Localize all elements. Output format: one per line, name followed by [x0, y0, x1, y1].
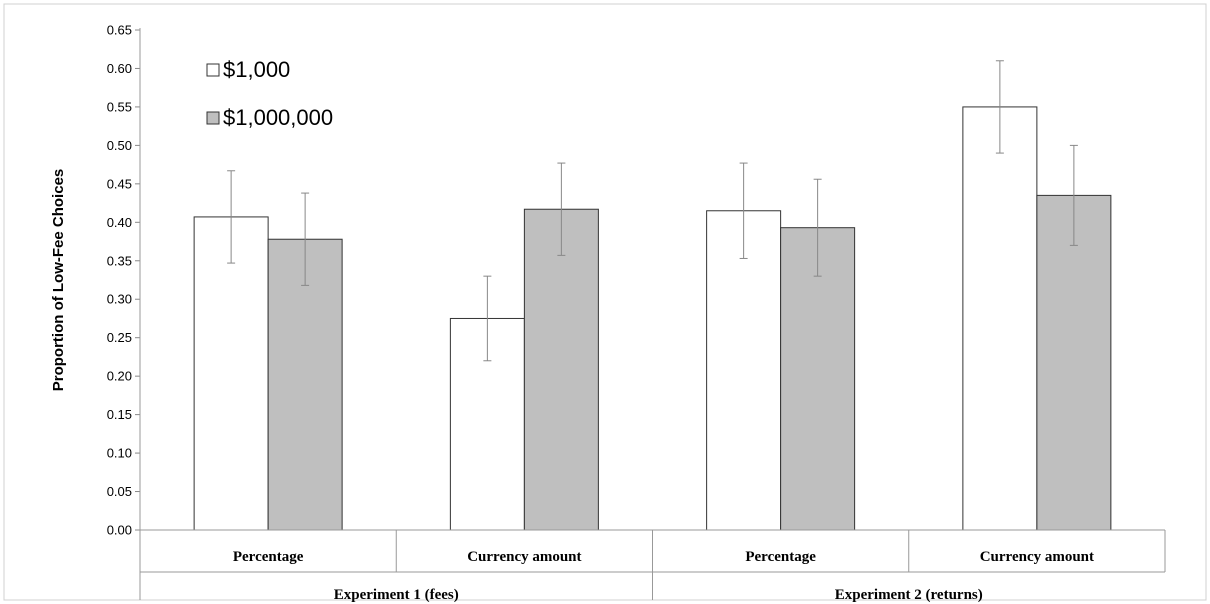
legend-swatch [206, 111, 220, 125]
y-tick-label: 0.40 [107, 215, 132, 230]
y-tick-label: 0.60 [107, 61, 132, 76]
legend-label: $1,000 [223, 57, 290, 82]
group-label: Experiment 2 (returns) [835, 587, 983, 603]
bar [193, 216, 269, 531]
y-tick-label: 0.55 [107, 99, 132, 114]
y-tick-label: 0.00 [107, 523, 132, 538]
y-tick-label: 0.65 [107, 23, 132, 38]
y-tick-label: 0.35 [107, 253, 132, 268]
bar [1036, 194, 1112, 531]
x-tick-label: Percentage [745, 549, 816, 565]
x-tick-label: Currency amount [467, 549, 581, 565]
bar [962, 106, 1038, 531]
y-tick-label: 0.10 [107, 446, 132, 461]
x-tick-label: Percentage [233, 549, 304, 565]
x-tick-label: Currency amount [980, 549, 1094, 565]
y-tick-label: 0.30 [107, 292, 132, 307]
bar [523, 208, 599, 531]
y-tick-label: 0.45 [107, 176, 132, 191]
bar [706, 210, 782, 531]
y-tick-label: 0.25 [107, 330, 132, 345]
group-label: Experiment 1 (fees) [334, 587, 459, 603]
bar [780, 227, 856, 531]
legend-swatch [206, 63, 220, 77]
legend-label: $1,000,000 [223, 105, 333, 130]
y-axis-label: Proportion of Low-Fee Choices [50, 169, 67, 392]
y-tick-label: 0.50 [107, 138, 132, 153]
bar [267, 238, 343, 531]
y-tick-label: 0.15 [107, 407, 132, 422]
y-tick-label: 0.20 [107, 369, 132, 384]
y-tick-label: 0.05 [107, 484, 132, 499]
